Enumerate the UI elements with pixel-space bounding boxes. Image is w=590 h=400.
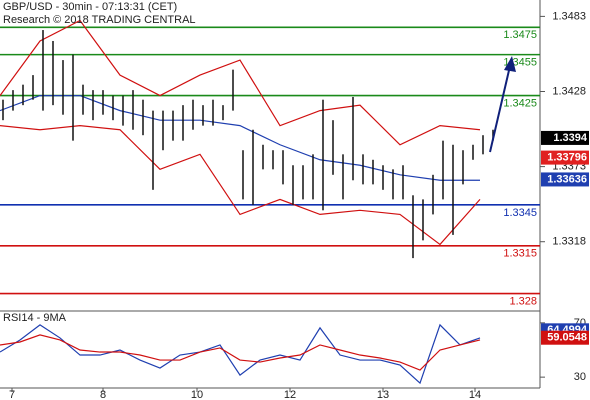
y-tick-label: 1.3318 — [552, 236, 586, 248]
x-tick-label: 12 — [284, 389, 296, 400]
band-middle — [0, 94, 480, 181]
x-tick-label: 14 — [469, 389, 481, 400]
price-tag — [541, 150, 589, 165]
price-tag — [541, 330, 589, 345]
y-tick-label: 1.3483 — [552, 10, 586, 22]
plot-layer: 1.34751.34551.34251.33451.33151.3281.348… — [0, 10, 589, 400]
level-label: 1.328 — [509, 296, 537, 308]
price-tag — [541, 130, 589, 145]
level-label: 1.3345 — [503, 207, 537, 219]
chart-title: GBP/USD - 30min - 07:13:31 (CET) — [3, 1, 177, 13]
arrow-shaft — [489, 65, 511, 153]
y-tick-label: 1.3428 — [552, 85, 586, 97]
rsi-title: RSI14 - 9MA — [3, 312, 67, 324]
forecast-arrow — [489, 56, 516, 153]
chart-subtitle: Research © 2018 TRADING CENTRAL — [3, 14, 196, 26]
price-tag — [541, 172, 589, 187]
band-lower — [0, 125, 481, 246]
x-tick-label: 13 — [377, 389, 389, 400]
level-label: 1.3475 — [503, 29, 537, 41]
price-tag-label: 1.33636 — [547, 173, 587, 185]
rsi-line — [0, 334, 481, 371]
level-label: 1.3315 — [503, 248, 537, 260]
band-upper — [0, 19, 481, 146]
price-tag-label: 1.33796 — [547, 152, 587, 164]
rsi-line — [0, 323, 481, 385]
x-tick-label: 7 — [9, 389, 15, 400]
x-tick-label: 8 — [100, 389, 106, 400]
price-tag-label: 1.3394 — [553, 132, 588, 144]
level-label: 1.3425 — [503, 98, 537, 110]
y-tick-label: 30 — [574, 371, 586, 383]
arrow-head — [504, 56, 516, 72]
x-tick-label: 10 — [191, 389, 203, 400]
price-tag-label: 59.0548 — [547, 332, 587, 344]
